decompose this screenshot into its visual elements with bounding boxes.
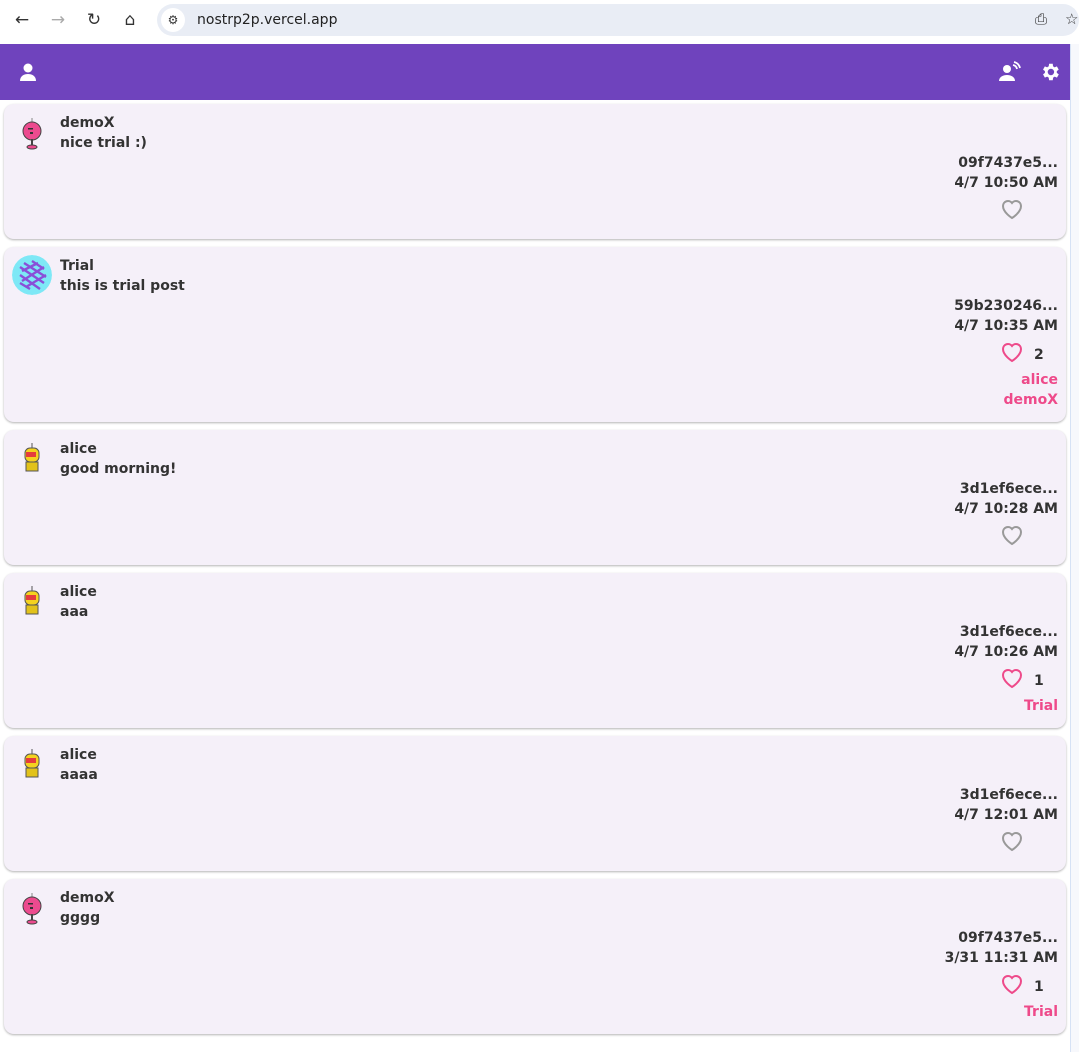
like-count: 1	[1034, 673, 1044, 689]
post-card: alice good morning! 3d1ef6ece... 4/7 10:…	[4, 430, 1066, 565]
url-text[interactable]: nostrp2p.vercel.app	[197, 12, 338, 28]
liker-name[interactable]: Trial	[1024, 1004, 1058, 1020]
post-card: demoX nice trial :) 09f7437e5... 4/7 10:…	[4, 104, 1066, 239]
liker-name[interactable]: Trial	[1024, 698, 1058, 714]
post-id[interactable]: 09f7437e5...	[958, 155, 1058, 171]
person-icon[interactable]	[16, 60, 40, 84]
post-card: demoX gggg 09f7437e5... 3/31 11:31 AM 1 …	[4, 879, 1066, 1034]
avatar[interactable]	[12, 887, 52, 927]
post-feed: demoX nice trial :) 09f7437e5... 4/7 10:…	[4, 104, 1066, 1042]
post-text: nice trial :)	[60, 135, 147, 151]
avatar[interactable]	[12, 438, 52, 478]
liker-name[interactable]: demoX	[1003, 392, 1058, 408]
post-time: 4/7 10:28 AM	[954, 501, 1058, 517]
gear-icon[interactable]	[1038, 60, 1062, 84]
like-count: 2	[1034, 347, 1044, 363]
post-id[interactable]: 3d1ef6ece...	[959, 787, 1058, 803]
heart-icon[interactable]	[1000, 973, 1024, 1001]
back-icon[interactable]: ←	[14, 10, 30, 30]
post-time: 4/7 10:35 AM	[954, 318, 1058, 334]
post-text: gggg	[60, 910, 101, 926]
post-text: aaa	[60, 604, 89, 620]
post-author[interactable]: Trial	[60, 258, 94, 274]
heart-icon[interactable]	[1000, 341, 1024, 369]
install-icon[interactable]: ⎙	[1035, 10, 1048, 28]
post-author[interactable]: demoX	[60, 890, 115, 906]
heart-icon[interactable]	[1000, 830, 1024, 858]
heart-icon[interactable]	[1000, 524, 1024, 552]
liker-name[interactable]: alice	[1021, 372, 1058, 388]
site-settings-icon[interactable]: ⚙	[161, 8, 185, 32]
app-bar	[0, 44, 1070, 100]
avatar[interactable]	[12, 255, 52, 295]
avatar[interactable]	[12, 581, 52, 621]
avatar[interactable]	[12, 744, 52, 784]
heart-icon[interactable]	[1000, 667, 1024, 695]
home-icon[interactable]: ⌂	[124, 10, 136, 30]
like-count: 1	[1034, 979, 1044, 995]
post-card: alice aaaa 3d1ef6ece... 4/7 12:01 AM	[4, 736, 1066, 871]
post-author[interactable]: alice	[60, 584, 97, 600]
address-bar[interactable]: ⚙ nostrp2p.vercel.app ⎙ ☆	[157, 4, 1079, 36]
post-author[interactable]: demoX	[60, 115, 115, 131]
post-text: good morning!	[60, 461, 177, 477]
post-time: 4/7 10:26 AM	[954, 644, 1058, 660]
post-text: this is trial post	[60, 278, 185, 294]
avatar[interactable]	[12, 112, 52, 152]
browser-toolbar: ← → ↻ ⌂ ⚙ nostrp2p.vercel.app ⎙ ☆	[0, 0, 1079, 44]
post-card: alice aaa 3d1ef6ece... 4/7 10:26 AM 1 Tr…	[4, 573, 1066, 728]
bookmark-star-icon[interactable]: ☆	[1065, 10, 1079, 28]
post-author[interactable]: alice	[60, 441, 97, 457]
post-text: aaaa	[60, 767, 98, 783]
post-id[interactable]: 59b230246...	[954, 298, 1058, 314]
side-panel-edge	[1070, 44, 1079, 1052]
reload-icon[interactable]: ↻	[86, 10, 102, 30]
likers-list: alice demoX	[12, 370, 1058, 410]
post-time: 4/7 12:01 AM	[954, 807, 1058, 823]
likers-list: Trial	[12, 696, 1058, 716]
post-card: Trial this is trial post 59b230246... 4/…	[4, 247, 1066, 422]
connect-icon[interactable]	[998, 60, 1022, 84]
forward-icon[interactable]: →	[50, 10, 66, 30]
post-id[interactable]: 09f7437e5...	[958, 930, 1058, 946]
heart-icon[interactable]	[1000, 198, 1024, 226]
post-id[interactable]: 3d1ef6ece...	[959, 624, 1058, 640]
likers-list: Trial	[12, 1002, 1058, 1022]
post-time: 3/31 11:31 AM	[944, 950, 1058, 966]
post-time: 4/7 10:50 AM	[954, 175, 1058, 191]
post-author[interactable]: alice	[60, 747, 97, 763]
post-id[interactable]: 3d1ef6ece...	[959, 481, 1058, 497]
